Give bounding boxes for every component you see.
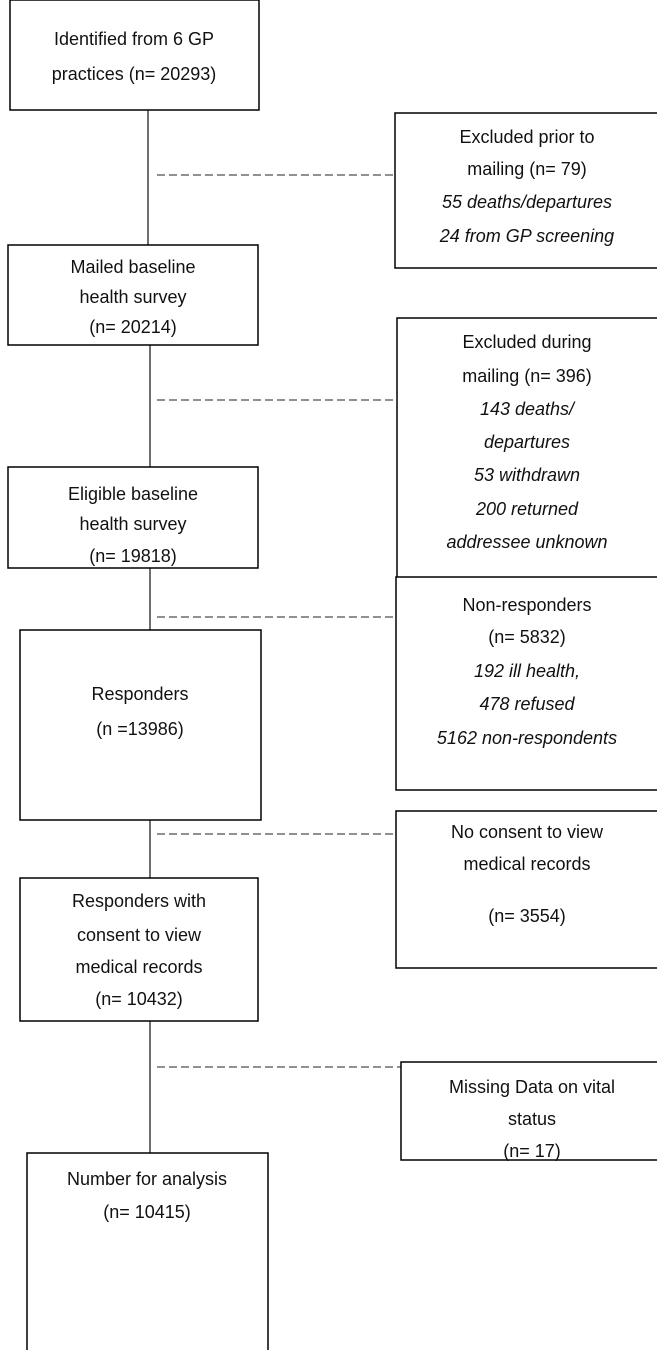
step-box (19, 629, 262, 821)
exclusion-box-note: 5162 non-respondents (437, 728, 617, 748)
exclusion-box-note: addressee unknown (446, 532, 607, 552)
exclusion-box (394, 112, 657, 269)
step-box-text: Responders with (72, 891, 206, 911)
step-box-text: Responders (91, 684, 188, 704)
exclusion-box-text: mailing (n= 396) (462, 366, 592, 386)
exclusion-box-note: 478 refused (479, 694, 575, 714)
step-box-text: Number for analysis (67, 1169, 227, 1189)
step-box-text: Identified from 6 GP (54, 29, 214, 49)
step-box-text: (n =13986) (96, 719, 184, 739)
step-box (9, 0, 260, 111)
step-box (19, 877, 259, 1022)
exclusion-box-note: 24 from GP screening (439, 226, 614, 246)
exclusion-box (395, 576, 657, 791)
step-box (26, 1152, 269, 1350)
step-box-text: health survey (79, 514, 186, 534)
step-box-text: Mailed baseline (70, 257, 195, 277)
exclusion-box-text: Non-responders (462, 595, 591, 615)
exclusion-box-text: Missing Data on vital (449, 1077, 615, 1097)
step-box (7, 244, 259, 346)
exclusion-box-note: departures (484, 432, 570, 452)
step-box (7, 466, 259, 569)
exclusion-box-text: status (508, 1109, 556, 1129)
exclusion-box-text: No consent to view (451, 822, 604, 842)
step-box-text: Eligible baseline (68, 484, 198, 504)
step-box-text: (n= 10415) (103, 1202, 191, 1222)
step-box-text: medical records (75, 957, 202, 977)
step-box-text: (n= 10432) (95, 989, 183, 1009)
exclusion-box-text: (n= 3554) (488, 906, 566, 926)
exclusion-box-note: 53 withdrawn (474, 465, 580, 485)
exclusion-box-text: Excluded prior to (459, 127, 594, 147)
exclusion-box-note: 55 deaths/departures (442, 192, 612, 212)
exclusion-box-text: Excluded during (462, 332, 591, 352)
exclusion-box-text: medical records (463, 854, 590, 874)
exclusion-box-text: mailing (n= 79) (467, 159, 587, 179)
exclusion-box-text: (n= 5832) (488, 627, 566, 647)
exclusion-box-note: 192 ill health, (474, 661, 580, 681)
step-box-text: practices (n= 20293) (52, 64, 217, 84)
step-box-text: health survey (79, 287, 186, 307)
step-box-text: (n= 19818) (89, 546, 177, 566)
step-box-text: consent to view (77, 925, 202, 945)
exclusion-box-note: 143 deaths/ (480, 399, 576, 419)
step-box-text: (n= 20214) (89, 317, 177, 337)
exclusion-box (395, 810, 657, 969)
exclusion-box (400, 1061, 657, 1161)
exclusion-box-note: 200 returned (475, 499, 579, 519)
exclusion-box-text: (n= 17) (503, 1141, 561, 1161)
